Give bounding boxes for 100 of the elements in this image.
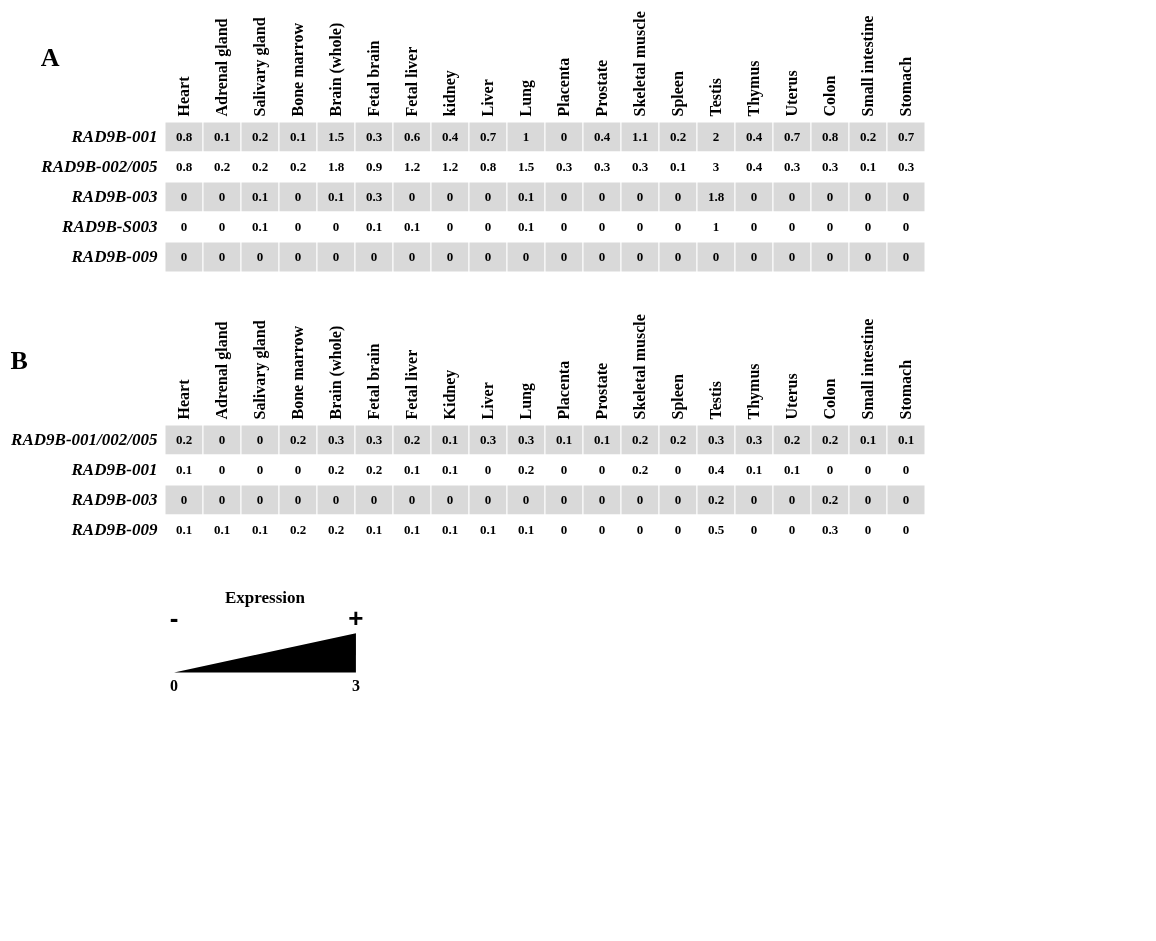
x-tick-label: Colon	[821, 75, 838, 117]
data-label: 0	[902, 219, 910, 234]
x-tick-label: Placenta	[555, 57, 572, 117]
data-label: 0.1	[289, 129, 307, 144]
data-label: 0.1	[327, 189, 345, 204]
data-label: 0	[826, 189, 834, 204]
data-label: 0	[294, 219, 302, 234]
data-label: 0	[408, 189, 416, 204]
data-label: 0.8	[175, 129, 193, 144]
data-label: 0.1	[859, 432, 877, 447]
x-tick-label: Fetal brain	[365, 40, 382, 117]
data-label: 1.5	[327, 129, 345, 144]
data-label: 0.2	[213, 159, 231, 174]
data-label: 0	[408, 249, 416, 264]
data-label: 0.1	[403, 219, 421, 234]
data-label: 0	[560, 492, 568, 507]
data-label: 0.3	[365, 189, 383, 204]
data-label: 0.1	[175, 462, 193, 477]
data-label: 1	[712, 219, 720, 234]
x-tick-label: Heart	[175, 75, 192, 117]
data-label: 0.2	[289, 159, 307, 174]
y-tick-label: RAD9B-S003	[61, 217, 158, 236]
x-tick-label: Skeletal muscle	[631, 314, 648, 420]
data-label: 0	[636, 249, 644, 264]
x-tick-label: Bone marrow	[289, 22, 306, 117]
data-label: 0	[864, 492, 872, 507]
data-label: 0.1	[783, 462, 801, 477]
data-label: 0.3	[821, 159, 839, 174]
data-label: 0.9	[365, 159, 383, 174]
data-label: 0.2	[821, 432, 839, 447]
data-label: 0	[864, 219, 872, 234]
data-label: 0	[180, 249, 188, 264]
data-label: 0.1	[441, 432, 459, 447]
data-label: 0.4	[441, 129, 459, 144]
data-label: 0	[750, 522, 758, 537]
data-label: 0	[598, 462, 606, 477]
data-label: 0.4	[593, 129, 611, 144]
x-tick-label: kidney	[441, 70, 459, 117]
data-label: 0.3	[365, 129, 383, 144]
data-label: 0	[788, 522, 796, 537]
data-label: 0.1	[897, 432, 915, 447]
data-label: 0.3	[555, 159, 573, 174]
x-tick-label: Prostate	[593, 362, 610, 420]
data-label: 0	[750, 189, 758, 204]
data-label: 0.1	[517, 522, 535, 537]
data-label: 0.3	[517, 432, 535, 447]
data-label: 0	[256, 462, 264, 477]
data-label: 0.3	[707, 432, 725, 447]
data-label: 0	[256, 249, 264, 264]
x-tick-label: Prostate	[593, 59, 610, 117]
data-label: 0.1	[251, 189, 269, 204]
data-label: 0.2	[669, 432, 687, 447]
data-label: 0.2	[289, 522, 307, 537]
text: +	[348, 603, 364, 634]
x-tick-label: Stomach	[897, 359, 914, 420]
data-label: 1.1	[631, 129, 649, 144]
x-tick-label: Spleen	[669, 71, 687, 117]
data-label: 0	[902, 189, 910, 204]
y-tick-label: RAD9B-003	[70, 187, 158, 206]
data-label: 0.2	[821, 492, 839, 507]
data-label: 0	[750, 492, 758, 507]
data-label: 0	[408, 492, 416, 507]
data-label: 0.1	[859, 159, 877, 174]
data-label: 0	[560, 189, 568, 204]
data-label: 0	[750, 219, 758, 234]
data-label: 0	[446, 249, 454, 264]
data-label: 0	[598, 249, 606, 264]
data-label: 0	[598, 492, 606, 507]
data-label: 0.1	[479, 522, 497, 537]
data-label: 1	[522, 129, 530, 144]
data-label: 0.8	[479, 159, 497, 174]
data-label: 0.4	[745, 159, 763, 174]
data-label: 0	[788, 189, 796, 204]
data-label: 0	[674, 249, 682, 264]
data-label: 0	[674, 492, 682, 507]
data-label: 0	[218, 492, 226, 507]
data-label: 1.5	[517, 159, 535, 174]
data-label: 1.2	[403, 159, 421, 174]
data-label: 0.2	[327, 522, 345, 537]
data-label: 0.7	[479, 129, 497, 144]
data-label: 0.8	[175, 159, 193, 174]
data-label: 0.2	[251, 159, 269, 174]
data-label: 0	[218, 219, 226, 234]
data-label: 0.3	[783, 159, 801, 174]
data-label: 0	[446, 189, 454, 204]
data-label: 0	[788, 219, 796, 234]
data-label: 0.4	[707, 462, 725, 477]
x-tick-label: Salivary gland	[251, 17, 269, 117]
data-label: 0	[256, 432, 264, 447]
x-tick-label: Spleen	[669, 374, 687, 420]
data-label: 0	[712, 249, 720, 264]
data-label: 0.2	[631, 462, 649, 477]
x-tick-label: Lung	[517, 383, 535, 420]
data-label: 0.1	[251, 219, 269, 234]
data-label: 0	[788, 492, 796, 507]
x-tick-label: Heart	[175, 378, 192, 420]
data-label: 0	[674, 522, 682, 537]
data-label: 0	[484, 249, 492, 264]
x-tick-label: Kidney	[441, 369, 459, 420]
y-tick-label: RAD9B-003	[70, 490, 158, 509]
